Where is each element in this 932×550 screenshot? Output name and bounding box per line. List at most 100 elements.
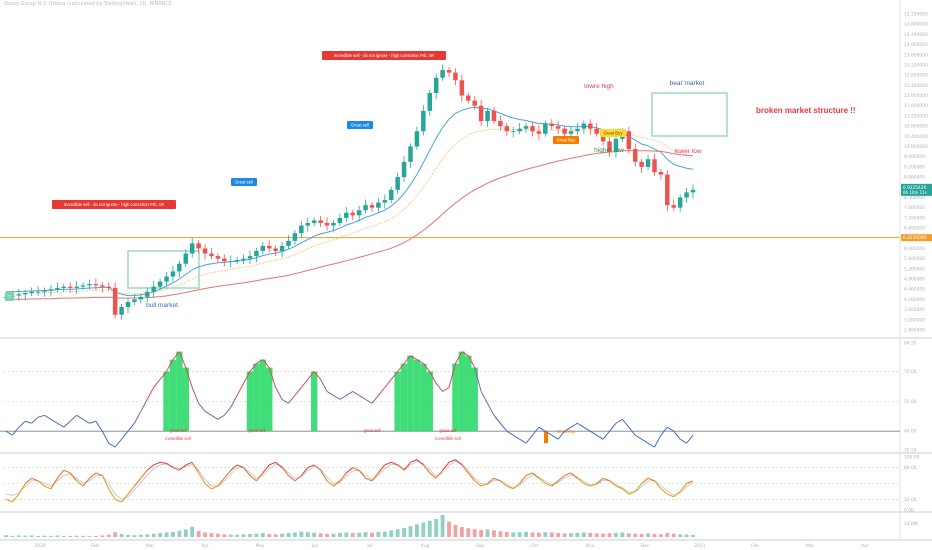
candle-body (260, 245, 266, 251)
volume-bar (427, 520, 432, 537)
volume-bar (434, 518, 439, 537)
oscillator-line-segment (185, 367, 193, 388)
stochastic-line-segment (500, 480, 508, 487)
oscillator-line-segment (435, 383, 443, 392)
volume-bar (389, 530, 394, 537)
volume-bar (305, 532, 310, 537)
oscillator-line-segment (454, 351, 463, 364)
volume-bar (183, 529, 188, 537)
stochastic-line-segment (127, 485, 135, 495)
candle-body (427, 93, 433, 111)
bear-market-box (651, 92, 728, 137)
candle-body (145, 291, 150, 297)
oscillator-line-segment (268, 367, 277, 388)
oscillator-line-segment (596, 434, 604, 440)
lower-low-label: lower low (674, 148, 701, 155)
oscillator-line-segment (551, 434, 559, 440)
volume-bar (4, 535, 8, 537)
oscillator-line-segment (288, 395, 296, 404)
stochastic-line-segment (615, 485, 623, 490)
oscillator-line-segment (31, 416, 39, 424)
candle-body (466, 95, 471, 101)
stochastic-line-segment (596, 477, 604, 484)
price-tick-label: 12.000000 (904, 93, 928, 99)
stochastic-line-segment (583, 482, 591, 487)
oscillator-sell-zone (246, 371, 254, 432)
candle-body (151, 286, 156, 292)
candle-body (600, 133, 606, 142)
volume-bar (678, 534, 683, 537)
stochastic-line-segment (622, 488, 630, 495)
oscillator-line-segment (570, 422, 578, 428)
candle-body (632, 149, 638, 162)
volume-bar (479, 530, 484, 537)
candle-body (684, 192, 689, 198)
oscillator-sell-zone (394, 371, 401, 432)
candle-body (157, 281, 163, 287)
oscillator-line-segment (223, 407, 232, 416)
volume-bar (639, 533, 644, 537)
stochastic-line-segment (525, 472, 533, 477)
stochastic-line-segment (166, 462, 174, 469)
candle-body (607, 141, 612, 152)
stochastic-line-segment (133, 477, 142, 487)
volume-bar (10, 535, 15, 537)
stochastic-line-segment (551, 480, 559, 487)
price-tick-label: 4.000000 (904, 297, 925, 303)
stochastic-line-segment (37, 480, 45, 487)
price-tick-label: 3.200000 (904, 317, 925, 323)
stochastic-line-segment (403, 461, 411, 471)
stochastic-line-segment (422, 464, 431, 474)
oscillator-line-segment (577, 422, 585, 428)
price-tick-label: 5.600000 (904, 256, 925, 262)
oscillator-line-segment (198, 403, 206, 412)
stochastic-line-segment (339, 472, 347, 482)
volume-bar (588, 533, 593, 537)
oscillator-line-segment (397, 363, 405, 372)
oscillator-line-segment (178, 351, 187, 368)
candle-body (478, 105, 484, 122)
candle-body (305, 222, 311, 226)
great-sell-tag-1-box (231, 178, 257, 186)
incredible-sell-tag-2-text: Incredible sell - do not ignore - high c… (334, 53, 434, 58)
oscillator-line-segment (89, 420, 97, 424)
oscillator-sell-zone (169, 359, 177, 432)
oscillator-line-segment (442, 387, 450, 392)
candle-body (67, 286, 73, 288)
volume-bar (472, 529, 477, 537)
stochastic-line-segment (140, 469, 148, 479)
oscillator-line-segment (166, 359, 174, 372)
price-tick-label: 13.200000 (904, 62, 928, 68)
stochastic-line-segment (255, 472, 264, 482)
volume-bar (408, 526, 413, 537)
current-price-value: 6.9225426 (903, 185, 927, 191)
time-tick-label: 2020 (34, 543, 45, 549)
oscillator-line-segment (217, 414, 225, 420)
oscillator-line-segment (615, 418, 623, 424)
candle-body (16, 294, 22, 296)
stochastic-line-segment (211, 485, 219, 490)
stochastic-line-segment (371, 472, 379, 482)
volume-bar (350, 533, 355, 537)
oscillator-line-segment (545, 430, 553, 436)
candle-body (247, 256, 253, 259)
volume-bar (594, 533, 599, 537)
oscillator-line-segment (378, 387, 386, 396)
osc-incredible-sell-1: incredible sell (165, 436, 190, 441)
volume-bar (498, 531, 503, 537)
volume-bar (228, 534, 233, 537)
candle-body (234, 259, 240, 262)
higher-low-label: higher low (594, 147, 624, 154)
oscillator-sell-zone (426, 371, 433, 432)
oscillator-sell-zone (163, 371, 170, 432)
oscillator-sell-zone (471, 367, 478, 432)
stochastic-line-segment (275, 461, 283, 469)
oscillator-line-segment (384, 379, 392, 388)
candle-body (344, 212, 349, 218)
oscillator-line-segment (410, 355, 418, 361)
stochastic-line-segment (564, 472, 572, 477)
oscillator-sell-zone (400, 363, 408, 432)
stochastic-line-segment (628, 490, 636, 495)
volume-bar (93, 535, 98, 537)
